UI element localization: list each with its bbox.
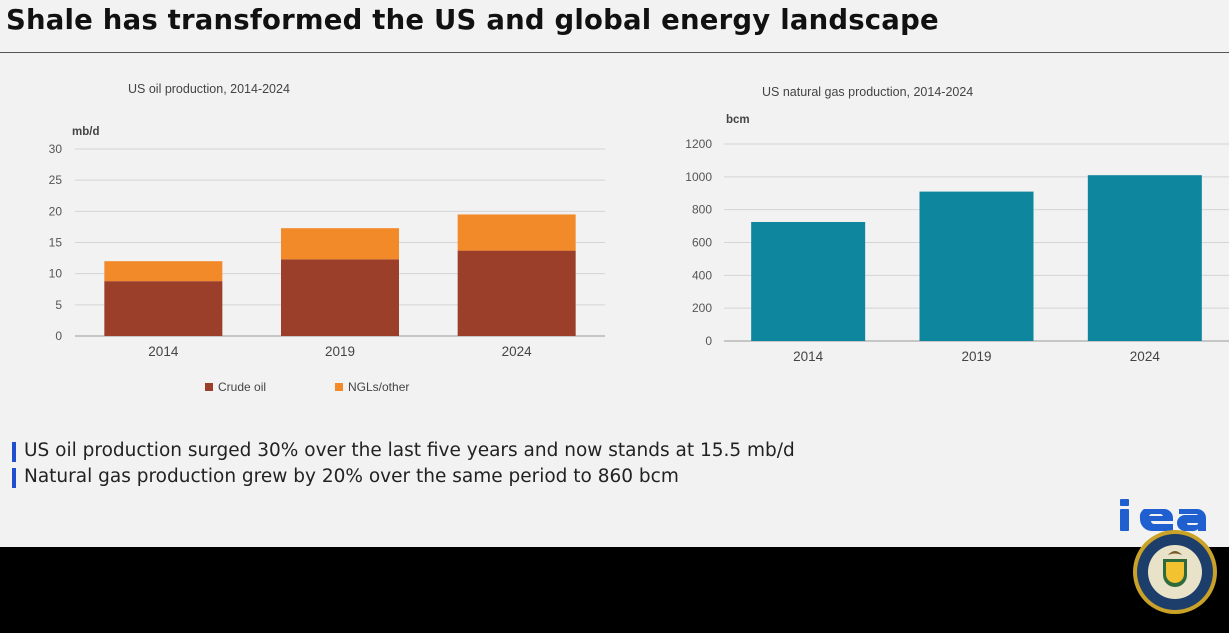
y-tick-label: 0 bbox=[705, 334, 712, 348]
y-tick-label: 20 bbox=[49, 204, 63, 218]
slide: Shale has transformed the US and global … bbox=[0, 0, 1229, 547]
y-tick-label: 30 bbox=[49, 142, 63, 156]
bar-ngls-other-2024 bbox=[457, 214, 576, 251]
bar-value-2024 bbox=[1087, 175, 1202, 341]
x-tick-label: 2014 bbox=[793, 349, 824, 364]
y-tick-label: 600 bbox=[692, 236, 712, 250]
bar-crude-oil-2014 bbox=[104, 281, 223, 336]
bar-value-2019 bbox=[919, 191, 1034, 341]
bar-value-2014 bbox=[751, 221, 866, 341]
chart-title: US oil production, 2014-2024 bbox=[128, 82, 290, 96]
y-tick-label: 1200 bbox=[685, 137, 712, 151]
title-divider bbox=[0, 52, 1229, 53]
oil-production-chart: US oil production, 2014-2024 mb/d 0 5 10 15 20… bbox=[0, 60, 640, 410]
y-tick-label: 0 bbox=[55, 329, 62, 343]
bar-crude-oil-2024 bbox=[457, 250, 576, 336]
x-tick-label: 2019 bbox=[961, 349, 991, 364]
bar-crude-oil-2019 bbox=[281, 259, 399, 336]
bullet-text: US oil production surged 30% over the la… bbox=[24, 440, 795, 461]
slide-title: Shale has transformed the US and global … bbox=[6, 4, 939, 36]
y-tick-label: 15 bbox=[49, 236, 63, 250]
y-tick-label: 200 bbox=[692, 301, 712, 315]
bar-ngls-other-2014 bbox=[104, 261, 223, 282]
bullet-marker bbox=[12, 442, 16, 462]
legend-label: NGLs/other bbox=[348, 380, 409, 394]
y-tick-label: 5 bbox=[55, 298, 62, 312]
gas-chart-svg: US natural gas production, 2014-2024 bcm 0… bbox=[685, 85, 1229, 364]
bullet-marker bbox=[12, 468, 16, 488]
x-tick-label: 2024 bbox=[1130, 349, 1161, 364]
bar-ngls-other-2019 bbox=[281, 228, 399, 260]
iea-logo bbox=[1120, 499, 1206, 532]
legend-swatch bbox=[335, 383, 343, 391]
y-tick-label: 400 bbox=[692, 268, 712, 282]
x-tick-label: 2014 bbox=[148, 344, 179, 359]
legend-swatch bbox=[205, 383, 213, 391]
legend-label: Crude oil bbox=[218, 380, 266, 394]
doe-seal-icon bbox=[1133, 530, 1217, 614]
chart-title: US natural gas production, 2014-2024 bbox=[762, 85, 973, 99]
y-tick-label: 25 bbox=[49, 173, 63, 187]
bullet-text: Natural gas production grew by 20% over … bbox=[24, 466, 679, 487]
y-axis-unit-label: bcm bbox=[726, 114, 750, 126]
oil-chart-svg: US oil production, 2014-2024 mb/d 0 5 10 15 20… bbox=[49, 82, 605, 394]
y-tick-label: 800 bbox=[692, 203, 712, 217]
x-tick-label: 2024 bbox=[502, 344, 533, 359]
y-axis-unit-label: mb/d bbox=[72, 126, 99, 138]
y-tick-label: 10 bbox=[49, 267, 63, 281]
x-tick-label: 2019 bbox=[325, 344, 355, 359]
gas-production-chart: US natural gas production, 2014-2024 bcm 0… bbox=[640, 60, 1229, 410]
y-tick-label: 1000 bbox=[685, 170, 712, 184]
